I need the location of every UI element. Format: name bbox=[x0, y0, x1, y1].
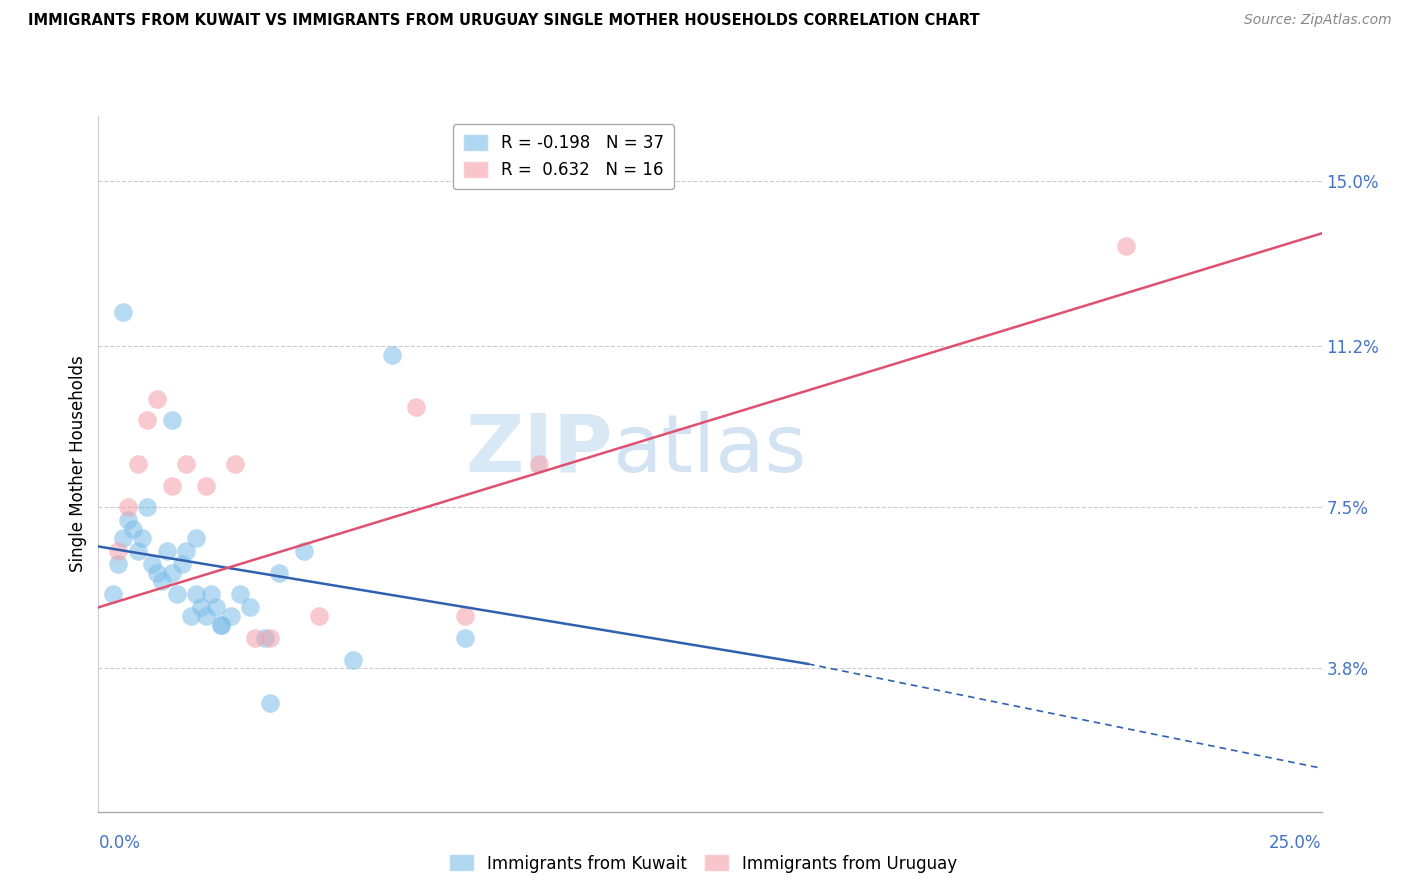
Point bbox=[117, 513, 139, 527]
Point bbox=[190, 600, 212, 615]
Point bbox=[146, 566, 169, 580]
Point bbox=[259, 696, 281, 710]
Point bbox=[381, 348, 404, 362]
Point bbox=[200, 587, 222, 601]
Point bbox=[117, 500, 139, 515]
Point bbox=[160, 478, 183, 492]
Point bbox=[127, 457, 149, 471]
Point bbox=[111, 304, 134, 318]
Legend: R = -0.198   N = 37, R =  0.632   N = 16: R = -0.198 N = 37, R = 0.632 N = 16 bbox=[453, 124, 673, 189]
Point bbox=[107, 557, 129, 571]
Point bbox=[186, 531, 208, 545]
Point bbox=[146, 392, 169, 406]
Point bbox=[127, 543, 149, 558]
Text: 25.0%: 25.0% bbox=[1270, 834, 1322, 852]
Point bbox=[405, 401, 427, 415]
Point bbox=[195, 609, 218, 624]
Point bbox=[229, 587, 252, 601]
Point bbox=[136, 413, 159, 427]
Point bbox=[176, 543, 198, 558]
Point bbox=[107, 543, 129, 558]
Point bbox=[101, 587, 124, 601]
Point bbox=[527, 457, 550, 471]
Point bbox=[160, 566, 183, 580]
Point bbox=[292, 543, 315, 558]
Point bbox=[454, 631, 477, 645]
Point bbox=[121, 522, 143, 536]
Point bbox=[209, 617, 232, 632]
Text: ZIP: ZIP bbox=[465, 411, 612, 489]
Point bbox=[224, 457, 246, 471]
Point bbox=[141, 557, 163, 571]
Point bbox=[131, 531, 153, 545]
Text: 0.0%: 0.0% bbox=[98, 834, 141, 852]
Point bbox=[308, 609, 330, 624]
Point bbox=[205, 600, 228, 615]
Point bbox=[160, 413, 183, 427]
Text: IMMIGRANTS FROM KUWAIT VS IMMIGRANTS FROM URUGUAY SINGLE MOTHER HOUSEHOLDS CORRE: IMMIGRANTS FROM KUWAIT VS IMMIGRANTS FRO… bbox=[28, 13, 980, 29]
Point bbox=[239, 600, 262, 615]
Text: Source: ZipAtlas.com: Source: ZipAtlas.com bbox=[1244, 13, 1392, 28]
Point bbox=[342, 652, 364, 666]
Point bbox=[219, 609, 242, 624]
Point bbox=[209, 617, 232, 632]
Point bbox=[156, 543, 179, 558]
Point bbox=[269, 566, 291, 580]
Point bbox=[170, 557, 193, 571]
Point bbox=[1115, 239, 1137, 253]
Point bbox=[136, 500, 159, 515]
Point bbox=[186, 587, 208, 601]
Point bbox=[454, 609, 477, 624]
Point bbox=[166, 587, 188, 601]
Point bbox=[259, 631, 281, 645]
Legend: Immigrants from Kuwait, Immigrants from Uruguay: Immigrants from Kuwait, Immigrants from … bbox=[441, 847, 965, 880]
Point bbox=[253, 631, 276, 645]
Text: atlas: atlas bbox=[612, 411, 807, 489]
Point bbox=[180, 609, 202, 624]
Point bbox=[176, 457, 198, 471]
Point bbox=[243, 631, 266, 645]
Point bbox=[150, 574, 173, 589]
Y-axis label: Single Mother Households: Single Mother Households bbox=[69, 356, 87, 572]
Point bbox=[111, 531, 134, 545]
Point bbox=[195, 478, 218, 492]
